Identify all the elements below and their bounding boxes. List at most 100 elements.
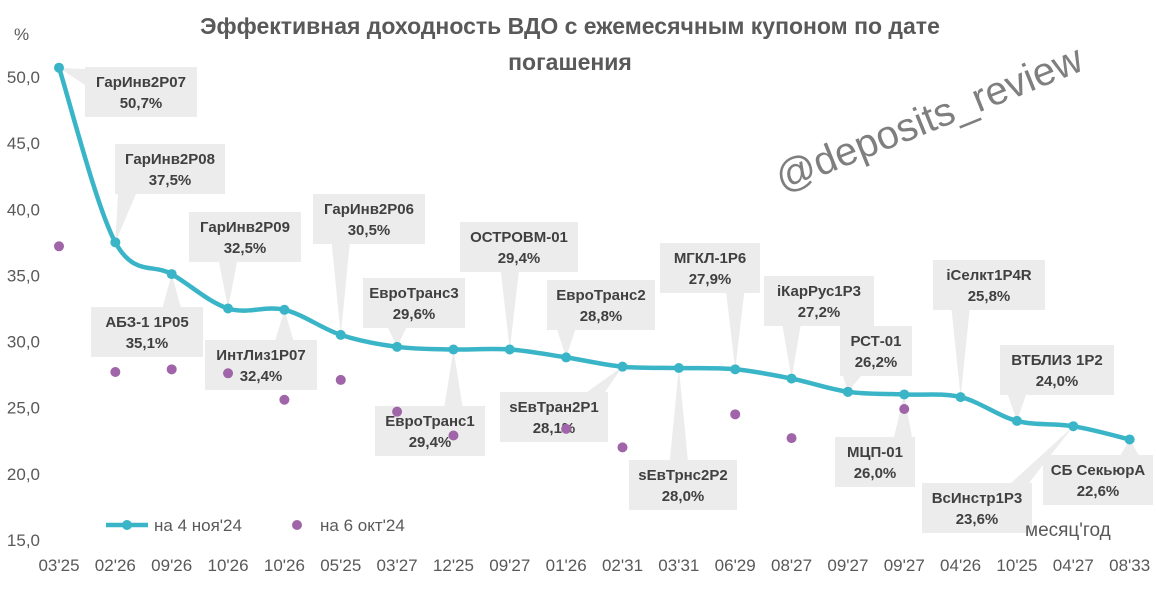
y-tick-label: 50,0 xyxy=(7,68,40,87)
callout-pointer xyxy=(275,309,294,340)
callout-bond-name: ВТБЛИЗ 1Р2 xyxy=(1011,352,1102,369)
callout-box xyxy=(660,243,760,293)
x-tick-label: 04'26 xyxy=(940,556,981,575)
x-tick-label: 03'25 xyxy=(38,556,79,575)
x-tick-label: 10'25 xyxy=(996,556,1037,575)
x-tick-label: 03'27 xyxy=(377,556,418,575)
watermark: @deposits_review xyxy=(769,37,1089,200)
callout-pointer xyxy=(951,310,970,398)
y-tick-label: 35,0 xyxy=(7,266,40,285)
callout-value: 32,4% xyxy=(240,368,283,385)
series-2-point xyxy=(392,406,403,417)
series-1-point xyxy=(392,341,403,352)
series-1-point xyxy=(223,303,234,314)
callout-bond-name: sЕвТрнс2Р2 xyxy=(638,467,727,484)
callout-value: 29,6% xyxy=(393,306,436,323)
callout-pointer xyxy=(894,394,912,437)
legend-series-2-marker xyxy=(292,520,302,530)
series-2-point xyxy=(223,368,234,379)
x-tick-label: 08'33 xyxy=(1109,556,1150,575)
callout-bond-name: ИнтЛиз1Р07 xyxy=(216,347,305,364)
callout: ОСТРОВМ-01 29,4% xyxy=(460,222,578,350)
callout-bond-name: СБ СекьюрА xyxy=(1051,462,1146,479)
callout: ГарИнв2Р06 30,5% xyxy=(313,194,425,335)
callout-box xyxy=(91,307,203,357)
callout-pointer xyxy=(500,272,519,350)
y-tick-label: 40,0 xyxy=(7,200,40,219)
callout-box xyxy=(460,222,578,272)
callout-pointer xyxy=(331,244,350,335)
callout-box xyxy=(1043,455,1153,505)
callout: РСТ-01 26,2% xyxy=(840,326,912,392)
x-tick-label: 10'26 xyxy=(264,556,305,575)
series-2-point xyxy=(166,364,177,375)
series-2-point xyxy=(786,433,797,444)
series-2-point xyxy=(448,430,459,441)
x-axis-ticks: 03'25 02'26 09'26 10'26 10'26 05'25 03'27 12'25… xyxy=(38,556,1150,575)
series-1-point xyxy=(166,269,177,280)
callout-pointer xyxy=(1011,426,1074,483)
y-tick-label: 45,0 xyxy=(7,134,40,153)
callout-box xyxy=(115,144,225,194)
callout-bond-name: ОСТРОВМ-01 xyxy=(470,229,568,246)
callout-bond-name: РСТ-01 xyxy=(851,333,902,350)
callout-box xyxy=(629,460,737,510)
legend-series-2-label: на 6 окт'24 xyxy=(320,516,405,535)
series-2-point xyxy=(561,423,572,434)
callout-value: 22,6% xyxy=(1077,483,1120,500)
callout-value: 26,0% xyxy=(854,465,897,482)
y-tick-label: 15,0 xyxy=(7,531,40,550)
callout-pointer xyxy=(669,368,688,460)
callout-box xyxy=(835,437,915,487)
x-tick-label: 12'25 xyxy=(433,556,474,575)
callout-box xyxy=(205,340,317,390)
callout: ГарИнв2Р07 50,7% xyxy=(59,67,197,117)
callout-value: 28,0% xyxy=(662,488,705,505)
callout-pointer xyxy=(1120,439,1139,455)
series-2-point xyxy=(54,241,64,252)
series-1-point xyxy=(110,237,121,248)
x-tick-label: 04'27 xyxy=(1053,556,1094,575)
callout: МЦП-01 26,0% xyxy=(835,394,915,487)
callout-box xyxy=(922,483,1032,533)
callout-pointer xyxy=(587,366,623,392)
callout-value: 32,5% xyxy=(224,240,267,257)
x-tick-label: 02'31 xyxy=(602,556,643,575)
series-1-point xyxy=(673,363,684,374)
series-1-point xyxy=(730,364,741,375)
callout-pointer xyxy=(557,330,576,358)
y-tick-label: 30,0 xyxy=(7,333,40,352)
callout-pointer xyxy=(162,274,181,307)
y-tick-label: 25,0 xyxy=(7,399,40,418)
callout-box xyxy=(189,212,301,262)
callout-bond-name: ГарИнв2Р06 xyxy=(324,201,414,218)
callout-value: 50,7% xyxy=(120,95,163,112)
callout-box xyxy=(363,278,465,328)
callout-value: 26,2% xyxy=(855,354,898,371)
callout-pointer xyxy=(115,194,136,243)
series-1-point xyxy=(1124,434,1135,445)
callout-bond-name: iСелкт1Р4R xyxy=(946,267,1031,284)
callout-value: 29,4% xyxy=(498,250,541,267)
series-1-point xyxy=(842,386,853,397)
series-1-point xyxy=(955,392,966,403)
y-tick-label: 20,0 xyxy=(7,465,40,484)
callout-bond-name: ЕвроТранс2 xyxy=(556,287,645,304)
callout-box xyxy=(840,326,912,376)
y-unit-label: % xyxy=(14,25,29,44)
callout-bond-name: ГарИнв2Р07 xyxy=(96,74,186,91)
x-tick-label: 09'27 xyxy=(489,556,530,575)
series-1-point xyxy=(561,352,572,363)
y-axis-ticks: 15,0 20,0 25,0 30,0 35,0 40,0 45,0 50,0 xyxy=(7,68,40,550)
series-2-point xyxy=(617,442,628,453)
series-1-point xyxy=(1011,415,1022,426)
callout-box xyxy=(933,260,1045,310)
chart-title-line-1: Эффективная доходность ВДО с ежемесячным… xyxy=(200,13,940,39)
callout-bond-name: ГарИнв2Р08 xyxy=(125,151,215,168)
callout-box xyxy=(764,276,874,326)
callout-value: 30,5% xyxy=(348,222,391,239)
callout-bond-name: МГКЛ-1Р6 xyxy=(674,250,746,267)
callout-pointer xyxy=(726,293,745,370)
